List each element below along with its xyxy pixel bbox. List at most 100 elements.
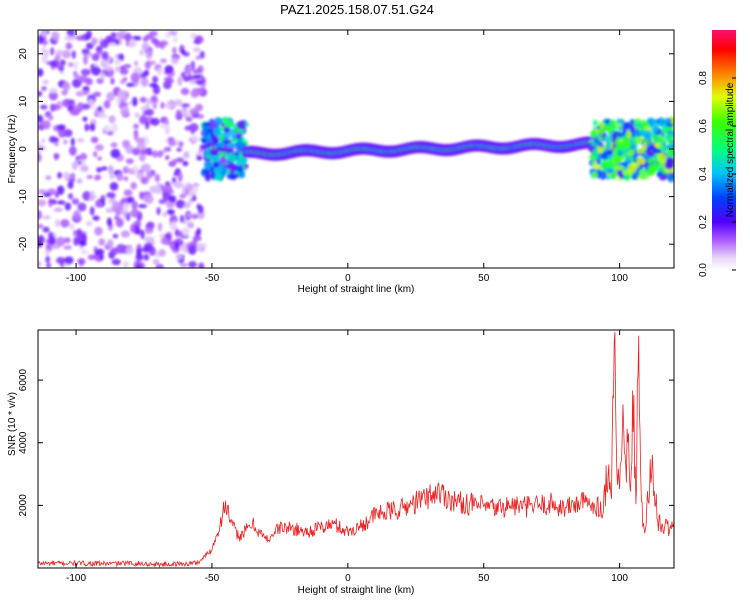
heatmap-cell <box>196 227 202 236</box>
heatmap-cell <box>106 207 113 213</box>
heatmap-cell <box>81 249 88 255</box>
heatmap-cell <box>218 134 225 142</box>
heatmap-cell <box>67 193 74 200</box>
heatmap-cell <box>55 49 65 55</box>
heatmap-cell <box>119 102 129 107</box>
heatmap-cell <box>38 153 42 163</box>
heatmap-cell <box>111 258 121 266</box>
heatmap-cell <box>197 65 204 74</box>
heatmap-cell <box>106 130 114 136</box>
heatmap-cell <box>57 124 66 131</box>
heatmap-cell <box>181 186 186 196</box>
heatmap-cell <box>75 35 86 41</box>
heatmap-cell <box>115 31 126 37</box>
heatmap-cell <box>160 102 165 109</box>
heatmap-cell <box>609 173 615 179</box>
heatmap-cell <box>616 131 626 138</box>
heatmap-cell <box>642 142 647 152</box>
heatmap-cell <box>183 203 191 209</box>
heatmap-cell <box>599 122 605 130</box>
heatmap-cell <box>99 253 104 261</box>
heatmap-cell <box>108 174 116 180</box>
heatmap-cell <box>595 154 600 160</box>
snr-plot <box>38 332 674 568</box>
heatmap-cell <box>119 105 130 116</box>
heatmap-cell <box>172 46 177 55</box>
heatmap-cell <box>614 164 625 171</box>
heatmap-cell <box>192 194 197 202</box>
heatmap-cell <box>594 139 602 146</box>
heatmap-cell <box>89 206 95 216</box>
heatmap-cell <box>46 262 52 268</box>
heatmap-cell <box>72 70 78 76</box>
heatmap-cell <box>162 211 168 218</box>
heatmap-cell <box>152 75 159 84</box>
heatmap-cell <box>82 116 88 122</box>
heatmap-cell <box>126 82 135 87</box>
heatmap-cell <box>152 103 157 109</box>
heatmap-cell <box>57 171 63 179</box>
heatmap-cell <box>122 202 130 213</box>
heatmap-cell <box>164 119 170 126</box>
heatmap-cell <box>38 36 44 45</box>
heatmap-cell <box>160 58 167 64</box>
heatmap-cell <box>82 103 91 110</box>
heatmap-cell <box>96 167 103 173</box>
heatmap-cell <box>186 213 196 218</box>
spectrogram-y-tick-label: 10 <box>18 95 29 107</box>
heatmap-cell <box>172 36 178 43</box>
heatmap-cell <box>656 171 663 178</box>
heatmap-cell <box>156 150 164 158</box>
heatmap-cell <box>596 158 601 166</box>
heatmap-cell <box>42 79 49 85</box>
heatmap-cell <box>41 86 47 92</box>
heatmap-cell <box>670 130 674 137</box>
heatmap-cell <box>62 171 70 180</box>
heatmap-cell <box>160 42 165 50</box>
heatmap-cell <box>182 160 189 167</box>
heatmap-cell <box>144 194 154 205</box>
heatmap-cell <box>126 196 135 203</box>
heatmap-cell <box>80 68 91 76</box>
heatmap-cell <box>77 258 86 265</box>
heatmap-cell <box>238 156 248 164</box>
heatmap-cell <box>157 67 162 76</box>
heatmap-cell <box>606 168 613 174</box>
colorbar-axis: 0.0 0.2 0.4 0.6 0.8 <box>698 71 736 277</box>
heatmap-cell <box>598 128 604 136</box>
spectrogram-plot <box>38 30 674 268</box>
heatmap-cell <box>653 149 663 154</box>
heatmap-cell <box>664 117 669 126</box>
spectrogram-x-tick-label: -100 <box>66 273 86 284</box>
heatmap-cell <box>51 104 60 111</box>
heatmap-cell <box>209 148 220 154</box>
heatmap-cell <box>63 245 72 250</box>
spectrogram-x-tick-label: 100 <box>611 273 628 284</box>
heatmap-cell <box>670 118 674 125</box>
heatmap-cell <box>125 158 134 165</box>
heatmap-cell <box>158 199 167 205</box>
heatmap-cell <box>130 208 140 218</box>
heatmap-cell <box>204 173 211 182</box>
heatmap-cell <box>106 217 112 227</box>
heatmap-cell <box>226 172 235 180</box>
heatmap-cell <box>203 160 213 169</box>
heatmap-cell <box>188 260 197 268</box>
heatmap-cell <box>592 170 598 179</box>
heatmap-cell <box>73 60 79 71</box>
heatmap-cell <box>160 237 169 245</box>
heatmap-cell <box>84 123 90 132</box>
heatmap-cell <box>183 151 190 159</box>
heatmap-cell <box>131 96 138 107</box>
heatmap-cell <box>601 150 609 161</box>
heatmap-cell <box>139 114 148 125</box>
heatmap-cell <box>66 30 76 37</box>
heatmap-cell <box>99 113 108 119</box>
heatmap-cell <box>146 171 153 180</box>
heatmap-cell <box>168 195 177 203</box>
heatmap-cell <box>128 38 137 49</box>
heatmap-cell <box>50 47 55 56</box>
heatmap-cell <box>77 202 87 212</box>
heatmap-cell <box>627 162 637 173</box>
heatmap-cell <box>92 91 102 97</box>
